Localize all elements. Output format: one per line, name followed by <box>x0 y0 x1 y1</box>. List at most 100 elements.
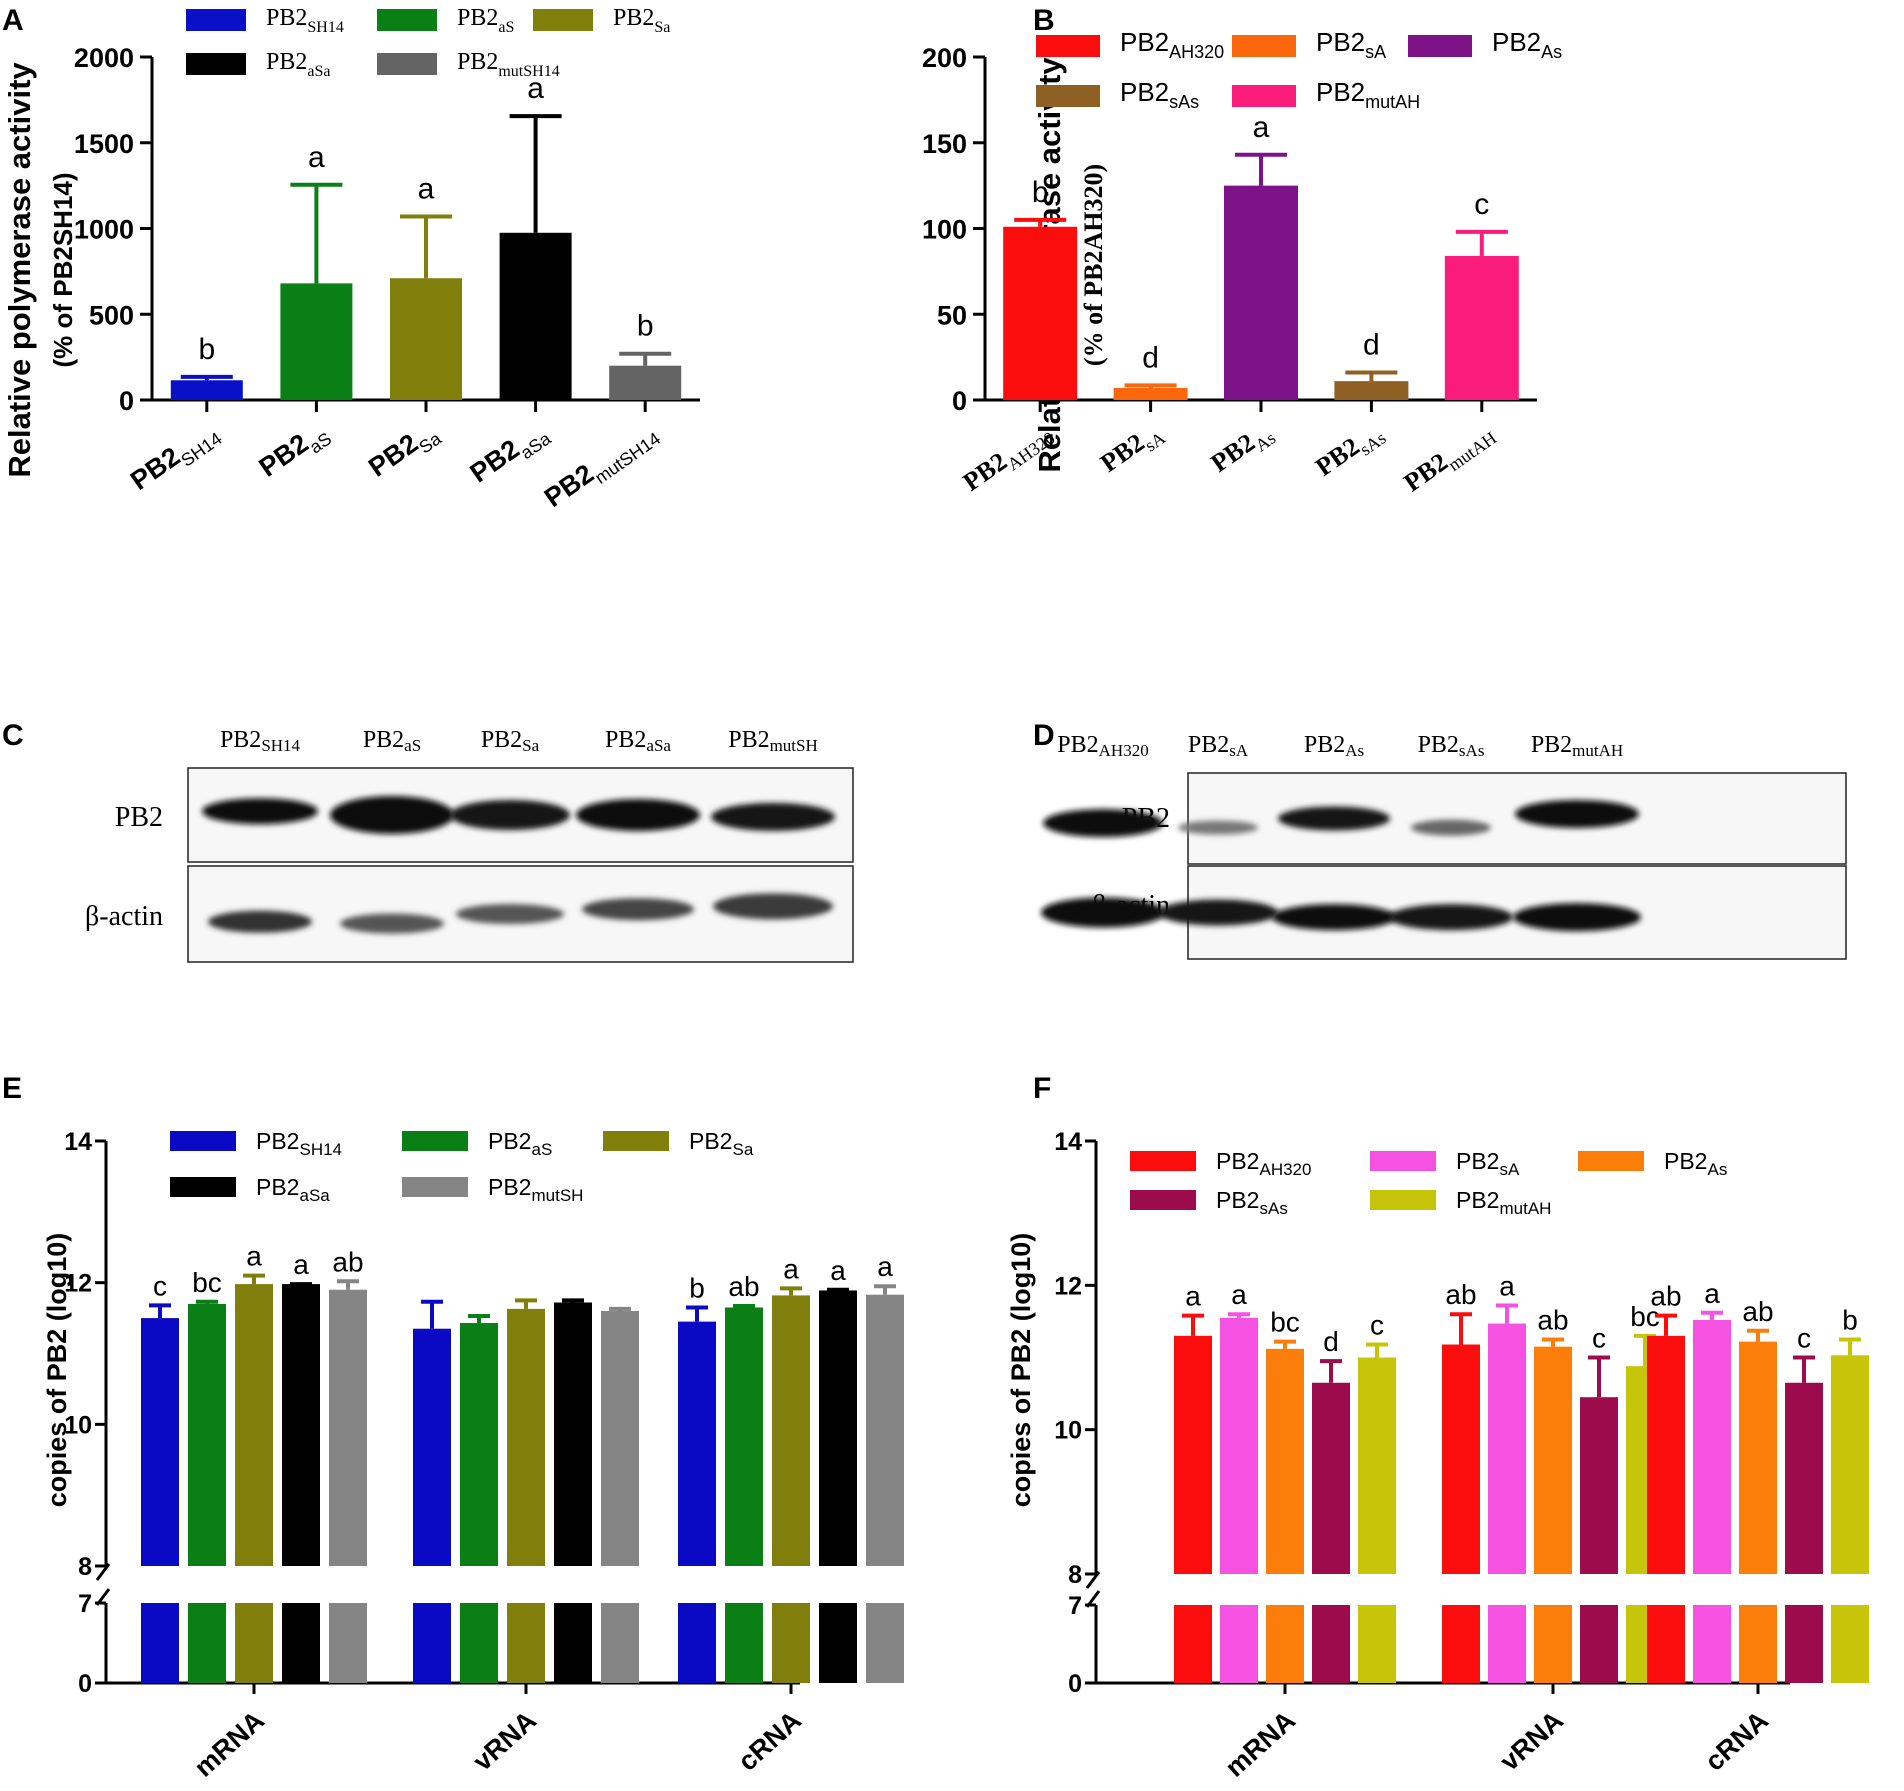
bar-upper-aSa <box>554 1302 592 1566</box>
bar-lower-sAs <box>1312 1605 1350 1683</box>
significance-letter: c <box>1474 188 1489 221</box>
lane-label: PB2Sa <box>481 727 540 755</box>
y-tick-label: 200 <box>922 43 967 73</box>
legend-label: PB2sA <box>1316 27 1386 62</box>
significance-letter: c <box>1592 1323 1606 1354</box>
bar-lower-As <box>1266 1605 1304 1683</box>
bar-upper-As <box>1534 1346 1572 1574</box>
bar-lower-AH320 <box>1647 1605 1685 1683</box>
bar-lower-SH14 <box>141 1603 179 1683</box>
bar-lower-mutAH <box>1831 1605 1869 1683</box>
panel-label-d: D <box>1033 719 1055 752</box>
legend-label: PB2SH14 <box>256 1128 342 1159</box>
bar-lower-aS <box>460 1603 498 1683</box>
bar-upper-SH14 <box>413 1328 451 1566</box>
bar-lower-Sa <box>772 1603 810 1683</box>
y-tick-label: 14 <box>1054 1128 1082 1156</box>
legend-swatch <box>1370 1190 1436 1210</box>
bar-upper-mutAH <box>1831 1355 1869 1574</box>
significance-letter: a <box>308 141 325 174</box>
significance-letter: a <box>1231 1279 1247 1310</box>
y-tick-label: 14 <box>64 1128 92 1156</box>
significance-letter: a <box>1499 1271 1515 1302</box>
legend-swatch <box>170 1131 236 1151</box>
legend-swatch <box>1036 85 1100 107</box>
bar-sA <box>1113 387 1188 400</box>
significance-letter: d <box>1363 329 1380 362</box>
bar-lower-mutAH <box>1358 1605 1396 1683</box>
y-tick-label: 7 <box>78 1590 92 1618</box>
bar-lower-mutSH <box>601 1603 639 1683</box>
band <box>450 800 570 830</box>
y-tick-label: 12 <box>64 1270 92 1298</box>
bar-upper-aS <box>725 1307 763 1566</box>
significance-letter: a <box>418 172 435 205</box>
legend-label: PB2mutSH14 <box>457 49 560 80</box>
y-tick-label: 12 <box>1054 1272 1082 1300</box>
bar-lower-Sa <box>507 1603 545 1683</box>
bar-lower-sA <box>1488 1605 1526 1683</box>
significance-letter: b <box>1032 176 1049 209</box>
x-category-label: PB2aS <box>254 415 336 487</box>
bar-lower-mutSH <box>866 1603 904 1683</box>
legend-label: PB2As <box>1492 27 1562 62</box>
legend-swatch <box>1370 1151 1436 1171</box>
bar-lower-aSa <box>819 1603 857 1683</box>
legend-label: PB2As <box>1664 1148 1727 1179</box>
significance-letter: d <box>1323 1326 1339 1357</box>
bar-upper-mutAH <box>1358 1357 1396 1574</box>
bar-lower-AH320 <box>1442 1605 1480 1683</box>
bar-upper-SH14 <box>141 1318 179 1566</box>
chart-b-ylabel-line2: (% of PB2AH320) <box>1079 164 1108 366</box>
bar-As <box>1224 185 1298 400</box>
significance-letter: bc <box>192 1267 222 1298</box>
legend-label: PB2sAs <box>1216 1187 1288 1218</box>
y-tick-label: 150 <box>922 129 967 159</box>
x-category-label: PB2Sa <box>363 415 446 488</box>
legend-swatch <box>1130 1190 1196 1210</box>
significance-letter: a <box>783 1253 799 1284</box>
bar-lower-AH320 <box>1174 1605 1212 1683</box>
significance-letter: b <box>689 1272 705 1303</box>
significance-letter: a <box>1253 111 1270 144</box>
legend-label: PB2Sa <box>613 5 670 36</box>
bar-lower-As <box>1534 1605 1572 1683</box>
legend-swatch <box>1232 35 1296 57</box>
bar-lower-Sa <box>235 1603 273 1683</box>
y-tick-label: 1000 <box>74 215 134 245</box>
bar-sAs <box>1334 381 1409 400</box>
bar-upper-aS <box>188 1303 226 1566</box>
significance-letter: ab <box>1537 1304 1568 1335</box>
significance-letter: c <box>153 1270 167 1301</box>
bar-upper-aSa <box>819 1290 857 1566</box>
row-label: β-actin <box>85 901 163 932</box>
x-category-label: PB2sA <box>1095 416 1169 482</box>
legend-swatch <box>186 53 246 75</box>
significance-letter: d <box>1142 341 1159 374</box>
x-category-label: PB2As <box>1206 416 1280 482</box>
significance-letter: ab <box>332 1246 363 1277</box>
row-label: PB2 <box>115 802 163 833</box>
legend-swatch <box>603 1131 669 1151</box>
panel-label-b: B <box>1033 4 1055 37</box>
y-tick-label: 10 <box>64 1411 92 1439</box>
bar-aSa <box>499 232 572 400</box>
bar-mutAH <box>1444 255 1519 400</box>
significance-letter: bc <box>1270 1307 1300 1338</box>
bar-upper-Sa <box>235 1284 273 1566</box>
y-tick-label: 0 <box>78 1670 92 1698</box>
bar-upper-mutSH <box>601 1311 639 1566</box>
significance-letter: c <box>1370 1310 1384 1341</box>
legend-label: PB2SH14 <box>266 5 344 36</box>
x-category-label: PB2sAs <box>1310 416 1390 486</box>
legend-swatch <box>1408 35 1472 57</box>
legend-swatch <box>377 9 437 31</box>
bar-upper-sAs <box>1785 1382 1823 1574</box>
bar-aS <box>280 283 353 400</box>
x-category-label: PB2mutAH <box>1399 416 1501 501</box>
significance-letter: ab <box>728 1271 759 1302</box>
bar-upper-sAs <box>1580 1397 1618 1574</box>
band <box>1515 799 1639 828</box>
